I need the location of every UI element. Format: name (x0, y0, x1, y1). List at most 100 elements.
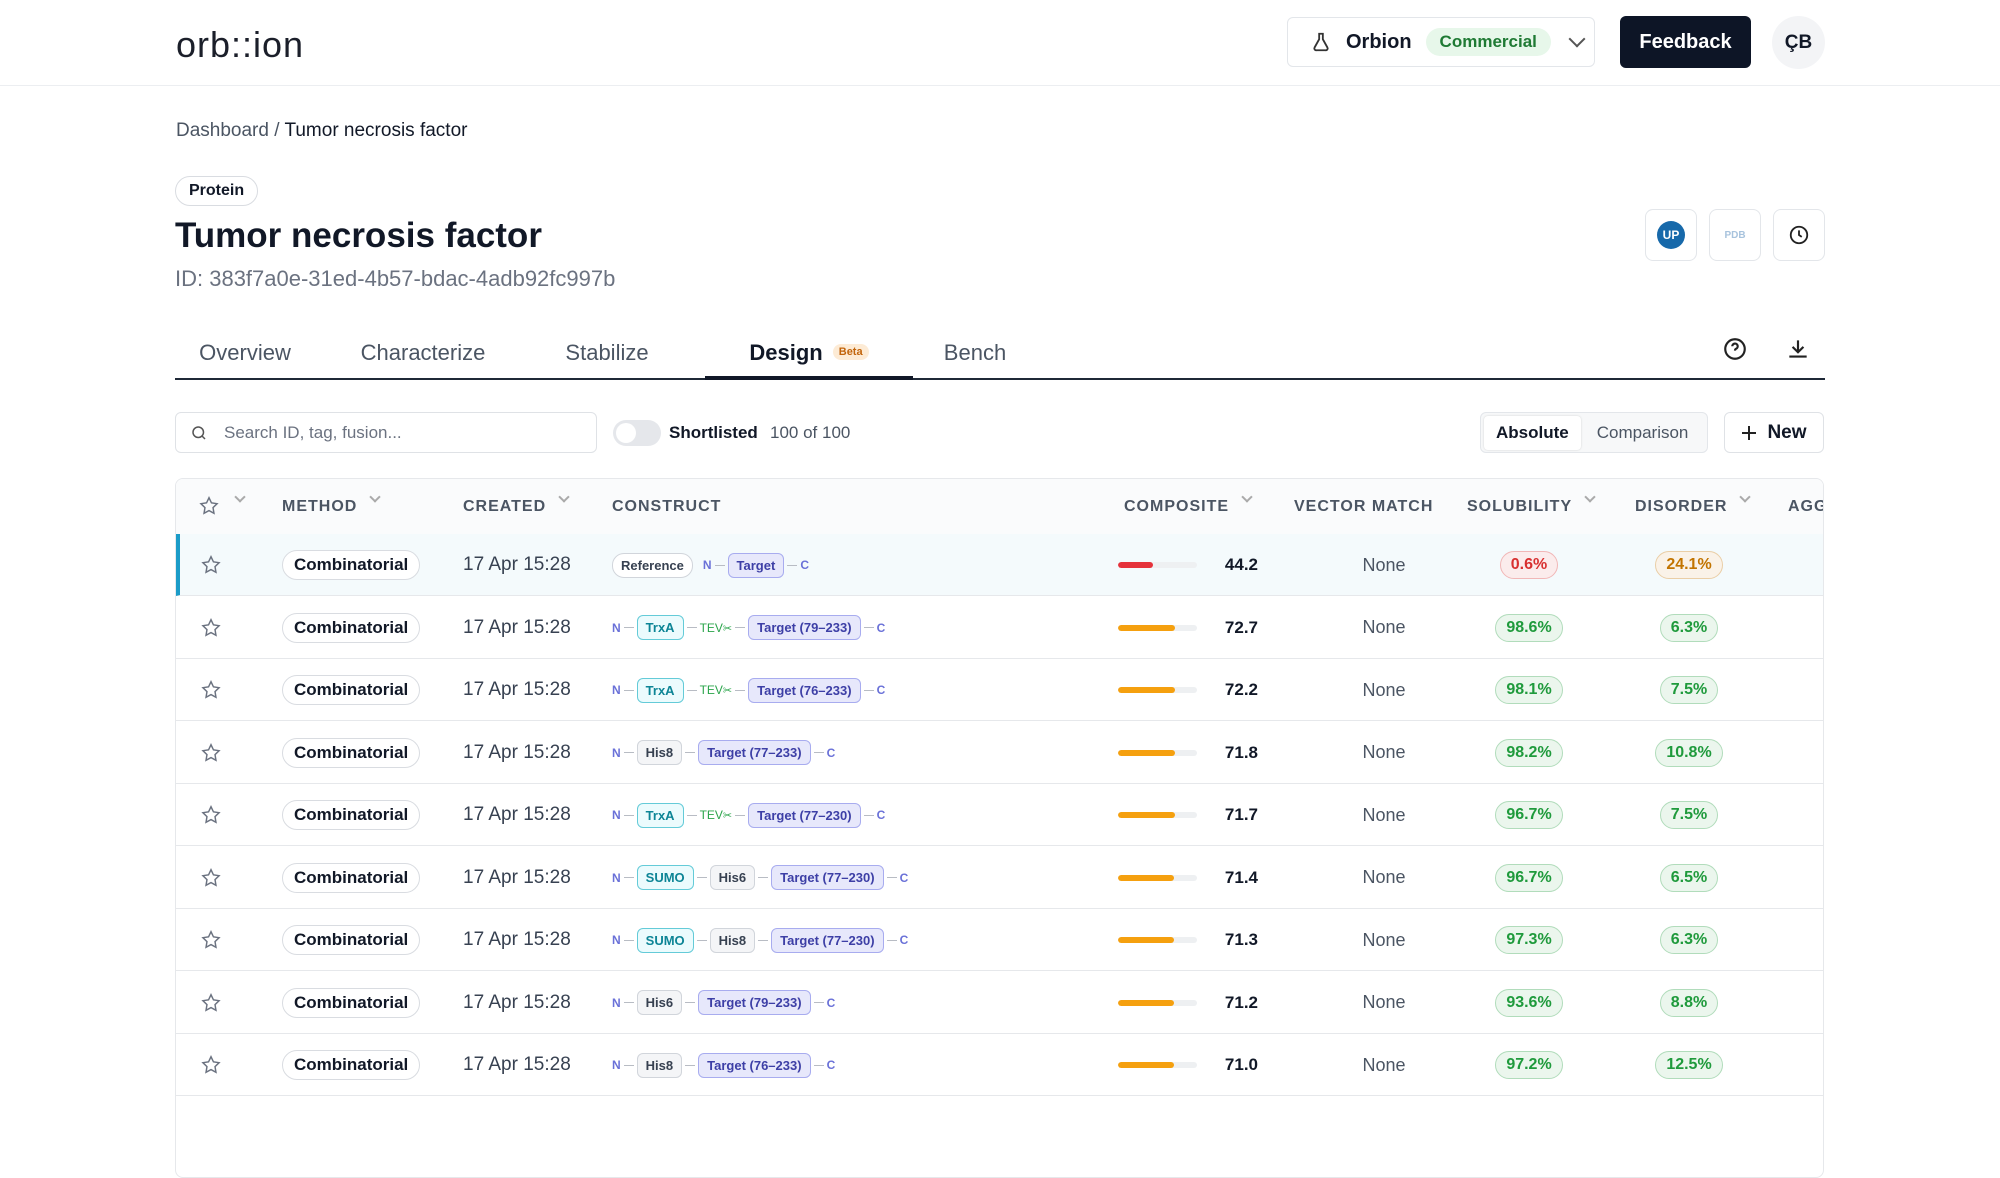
mode-option[interactable]: Comparison (1596, 422, 1689, 442)
composite-track (1118, 1062, 1197, 1068)
help-icon[interactable] (1722, 336, 1748, 362)
construct-part: His8 (636, 1052, 683, 1078)
star-icon[interactable] (200, 929, 222, 951)
composite-score: 71.4 (1224, 867, 1258, 887)
uniprot-button[interactable]: UP (1645, 209, 1697, 261)
construct-part: His8 (709, 927, 756, 953)
construct-part: TEV (700, 808, 733, 822)
star-icon[interactable] (200, 617, 222, 639)
column-header[interactable]: VECTOR MATCH (1294, 498, 1434, 515)
tab-badge: Beta (832, 344, 869, 360)
construct-part: N (612, 870, 621, 885)
construct-part: SUMO (636, 865, 694, 890)
star-icon[interactable] (200, 804, 222, 826)
table-row[interactable]: Combinatorial 17 Apr 15:28 N SUMO His8 Target… (176, 909, 1823, 971)
composite-score: 71.2 (1224, 992, 1258, 1012)
mode-option[interactable]: Absolute (1484, 415, 1581, 450)
method-pill: Combinatorial (282, 737, 421, 768)
star-icon[interactable] (198, 495, 220, 517)
vector-match-cell: None (1362, 867, 1406, 887)
construct-part: Target (79–233) (698, 990, 811, 1015)
tab[interactable]: Bench (915, 330, 1035, 378)
tab[interactable]: Overview (175, 330, 315, 378)
column-header[interactable]: SOLUBILITY (1467, 498, 1573, 515)
construct-part: C (826, 995, 836, 1010)
download-icon[interactable] (1785, 336, 1811, 362)
construct-part: Target (77–230) (748, 802, 861, 828)
construct-link (886, 939, 897, 941)
column-header[interactable]: COMPOSITE (1124, 498, 1230, 515)
star-icon[interactable] (200, 992, 222, 1014)
tab[interactable]: Stabilize (527, 330, 687, 378)
construct-link (863, 814, 874, 816)
solubility-pill: 96.7% (1495, 801, 1563, 829)
history-button[interactable] (1773, 209, 1825, 261)
vector-match-cell: None (1362, 1054, 1406, 1075)
construct-link (623, 627, 634, 628)
search-input[interactable]: Search ID, tag, fusion... (175, 412, 597, 453)
construct-link (735, 689, 746, 691)
construct-cell: N TrxA TEV Target (79–233) C (612, 597, 885, 659)
vector-match-cell: None (1362, 929, 1406, 950)
results-table: METHOD CREATED CONSTRUCT COMPOSITE VECTOR MA… (175, 478, 1824, 1178)
construct-part: C (876, 808, 886, 822)
star-icon[interactable] (200, 742, 222, 764)
table-row[interactable]: Combinatorial 17 Apr 15:28 Reference N Targe… (176, 534, 1823, 596)
composite-track (1118, 687, 1197, 693)
composite-track (1118, 812, 1197, 818)
construct-part: TEV (700, 621, 733, 635)
column-header[interactable]: CONSTRUCT (612, 498, 722, 515)
construct-link (758, 939, 769, 941)
method-cell: Combinatorial (282, 534, 421, 596)
star-icon[interactable] (200, 1054, 222, 1076)
table-row[interactable]: Combinatorial 17 Apr 15:28 N His8 Target (76… (176, 1034, 1823, 1096)
column-header[interactable]: AGG (1788, 498, 1824, 515)
table-row[interactable]: Combinatorial 17 Apr 15:28 N TrxA TEV Target … (176, 659, 1823, 721)
column-header[interactable]: DISORDER (1635, 498, 1728, 515)
created-cell: 17 Apr 15:28 (463, 929, 571, 950)
construct-part: N (612, 995, 621, 1010)
table-row[interactable]: Combinatorial 17 Apr 15:28 N TrxA TEV Target … (176, 784, 1823, 846)
sort-chevron (369, 491, 381, 503)
table-row[interactable]: Combinatorial 17 Apr 15:28 N His8 Target (77… (176, 722, 1823, 784)
construct-part: Target (727, 552, 785, 578)
column-header[interactable]: METHOD (282, 498, 358, 515)
composite-cell: 71.4 (1118, 847, 1258, 909)
feedback-button[interactable]: Feedback (1620, 16, 1751, 68)
method-cell: Combinatorial (282, 909, 421, 971)
construct-part: Target (77–233) (698, 740, 811, 765)
composite-track (1118, 749, 1197, 756)
disorder-cell: 7.5% (1636, 659, 1742, 721)
star-icon[interactable] (200, 867, 222, 889)
entity-id: ID: 383f7a0e-31ed-4b57-bdac-4adb92fc997b (175, 266, 616, 291)
table-header: METHOD CREATED CONSTRUCT COMPOSITE VECTOR MA… (176, 479, 1823, 535)
star-icon[interactable] (200, 679, 222, 701)
construct-part: C (800, 558, 809, 572)
solubility-cell: 0.6% (1476, 534, 1582, 596)
composite-bar (1118, 562, 1153, 568)
composite-score: 72.7 (1224, 617, 1258, 637)
tab[interactable]: Design Beta (705, 330, 913, 380)
method-cell: Combinatorial (282, 659, 421, 721)
disorder-pill: 6.5% (1659, 863, 1719, 892)
new-button[interactable]: New (1724, 412, 1824, 453)
construct-cell: N His6 Target (79–233) C (612, 972, 835, 1034)
workspace-switcher[interactable]: Orbion Commercial (1287, 17, 1595, 67)
logo[interactable]: orb::ion (176, 24, 305, 65)
column-header[interactable]: CREATED (463, 498, 547, 515)
disorder-cell: 7.5% (1636, 784, 1742, 846)
solubility-cell: 96.7% (1476, 847, 1582, 909)
tab[interactable]: Characterize (323, 330, 523, 378)
composite-cell: 72.2 (1118, 659, 1258, 721)
avatar[interactable]: ÇB (1772, 16, 1825, 69)
construct-link (623, 939, 634, 941)
shortlist-toggle[interactable] (613, 420, 661, 446)
pdb-button[interactable]: PDB (1709, 209, 1761, 261)
star-icon[interactable] (200, 554, 222, 576)
table-row[interactable]: Combinatorial 17 Apr 15:28 N SUMO His6 Target… (176, 847, 1823, 909)
table-row[interactable]: Combinatorial 17 Apr 15:28 N TrxA TEV Target … (176, 597, 1823, 659)
composite-score: 71.7 (1224, 805, 1258, 824)
breadcrumb-link[interactable]: Dashboard (176, 120, 269, 141)
table-row[interactable]: Combinatorial 17 Apr 15:28 N His6 Target (79… (176, 972, 1823, 1034)
construct-part: Target (77–230) (771, 927, 884, 953)
